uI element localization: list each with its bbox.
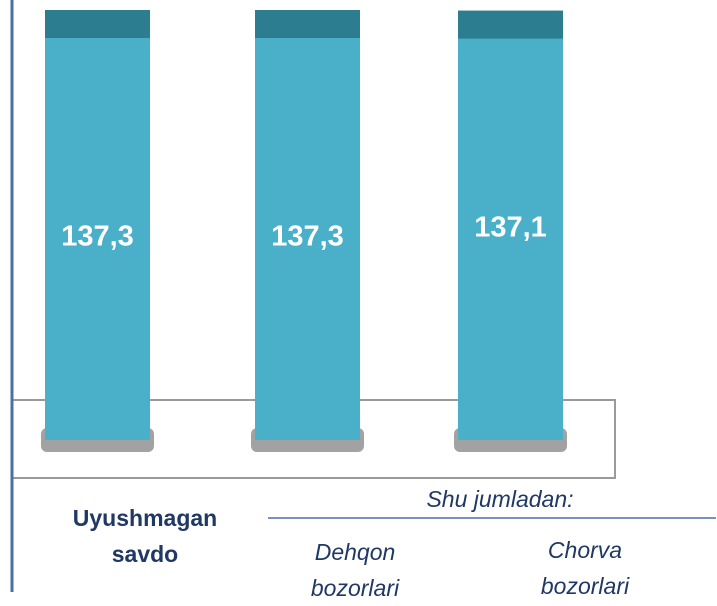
- value-label: 137,3: [61, 221, 134, 253]
- bar-top: [458, 10, 563, 39]
- annotation: Shu jumladan:: [426, 486, 574, 512]
- value-label: 137,3: [271, 221, 344, 253]
- bars: 137,3 137,3 137,1: [41, 10, 567, 452]
- bar: [45, 10, 150, 440]
- category-label: Chorva bozorlari: [540, 537, 630, 599]
- bar: [255, 10, 360, 440]
- category-label: Uyushmagan savdo: [72, 505, 218, 567]
- bar: [458, 10, 563, 440]
- category-label: Dehqon bozorlari: [310, 539, 400, 601]
- value-label: 137,1: [474, 211, 547, 243]
- bar-top: [255, 10, 360, 38]
- bar-top: [45, 10, 150, 38]
